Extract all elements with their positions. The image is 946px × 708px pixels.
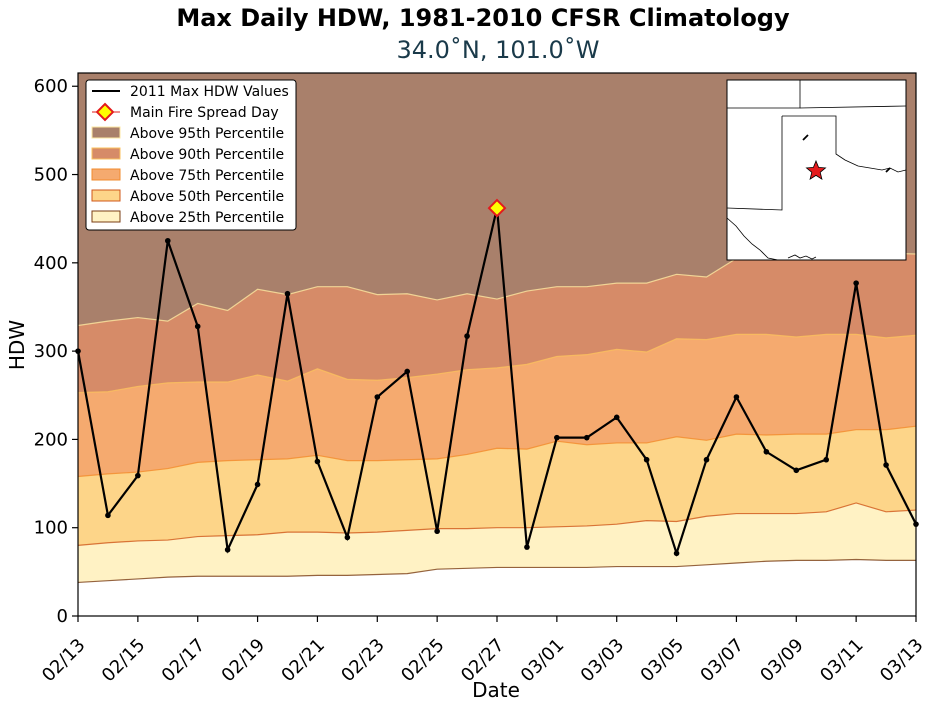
x-tick-label: 03/09 [756,635,808,687]
inset-map [726,79,907,261]
y-tick-label: 500 [34,165,68,186]
hdw-point-02-16 [164,237,171,244]
y-axis: 0 100 200 300 400 500 600 [34,76,78,627]
hdw-point-03-12 [883,462,889,468]
legend-entry-p75: Above 75th Percentile [130,168,284,184]
chart-title: Max Daily HDW, 1981-2010 CFSR Climatolog… [176,4,790,32]
chart-subtitle: 34.0˚N, 101.0˚W [396,36,600,64]
hdw-point-03-02 [583,434,590,441]
hdw-point-02-19 [254,481,261,488]
fire-spread-day-marker [487,198,507,218]
x-tick-label: 03/01 [517,635,569,687]
x-tick-label: 02/21 [277,635,329,687]
hdw-point-03-05 [673,550,680,557]
legend-swatch-p75 [91,168,121,181]
x-tick-label: 02/23 [337,635,389,687]
legend-swatch-p90 [91,147,121,160]
x-tick-label: 03/07 [696,635,748,687]
hdw-point-02-23 [374,394,381,400]
hdw-point-02-21 [314,458,321,465]
band-edge-above-75th-percentile [77,425,917,478]
legend-swatch-p95 [91,126,121,139]
hdw-point-03-07 [733,394,740,400]
hdw-point-03-09 [793,467,800,474]
hdw-point-02-25 [434,528,440,535]
hdw-point-03-06 [703,456,710,463]
hdw-point-02-26 [464,333,470,339]
hdw-point-03-04 [643,456,650,463]
legend-entry-p25: Above 25th Percentile [130,210,284,226]
state-border-rio-grande [726,217,779,261]
band-fill-below-above-25th-percentile [78,559,916,616]
inset-feature-mark-east [885,167,891,173]
y-tick-label: 400 [34,253,68,274]
legend-entry-series: 2011 Max HDW Values [130,84,289,100]
x-tick-label: 02/19 [218,635,270,687]
inset-feature-mark [802,134,809,141]
location-star-icon [805,159,827,180]
legend-diamond-swatch [95,102,115,122]
hdw-point-03-01 [554,434,560,441]
x-tick-label: 02/13 [38,635,90,687]
hdw-point-02-14 [105,512,111,519]
legend-box [85,79,297,231]
y-tick-label: 100 [34,518,68,539]
state-border-north [799,105,907,109]
legend-entry-p95: Above 95th Percentile [130,126,284,142]
state-border-red-river [782,115,907,173]
x-axis-label: Date [472,678,520,702]
y-tick-label: 300 [34,341,68,362]
x-tick-label: 03/13 [876,635,928,687]
hdw-point-03-11 [853,280,859,286]
hdw-point-03-08 [763,448,770,455]
band-edge-above-25th-percentile [77,558,916,584]
hdw-point-03-10 [823,456,830,463]
legend: 2011 Max HDW Values Main Fire Spread Day… [85,79,297,231]
inset-feature-south [787,254,817,260]
y-axis-label: HDW [5,320,29,370]
x-tick-label: 02/15 [98,635,150,687]
legend-swatch-p50 [91,189,121,202]
hdw-point-02-17 [194,323,201,330]
state-border-west [726,116,783,211]
x-tick-label: 03/03 [577,635,629,687]
hdw-point-03-03 [613,414,620,421]
band-edge-above-50th-percentile [77,502,917,546]
legend-entry-highlight: Main Fire Spread Day [130,105,279,121]
x-tick-label: 02/25 [397,635,449,687]
x-tick-label: 03/05 [637,635,689,687]
x-tick-label: 02/17 [158,635,210,687]
hdw-point-02-28 [524,544,530,550]
x-tick-label: 03/11 [816,635,868,687]
hdw-point-02-22 [344,534,351,541]
y-tick-label: 0 [57,606,68,627]
hdw-point-02-24 [404,368,411,375]
y-tick-label: 200 [34,429,68,450]
band-edge-above-90th-percentile [77,333,917,394]
y-tick-label: 600 [34,76,68,97]
x-axis: 02/13 02/15 02/17 02/19 02/21 02/23 02/25 02/27… [38,616,928,686]
legend-entry-p90: Above 90th Percentile [130,147,284,163]
legend-swatch-p25 [91,210,121,223]
hdw-point-02-18 [224,546,231,553]
hdw-point-02-20 [284,290,291,297]
legend-entry-p50: Above 50th Percentile [130,189,284,205]
hdw-point-02-15 [135,472,141,479]
